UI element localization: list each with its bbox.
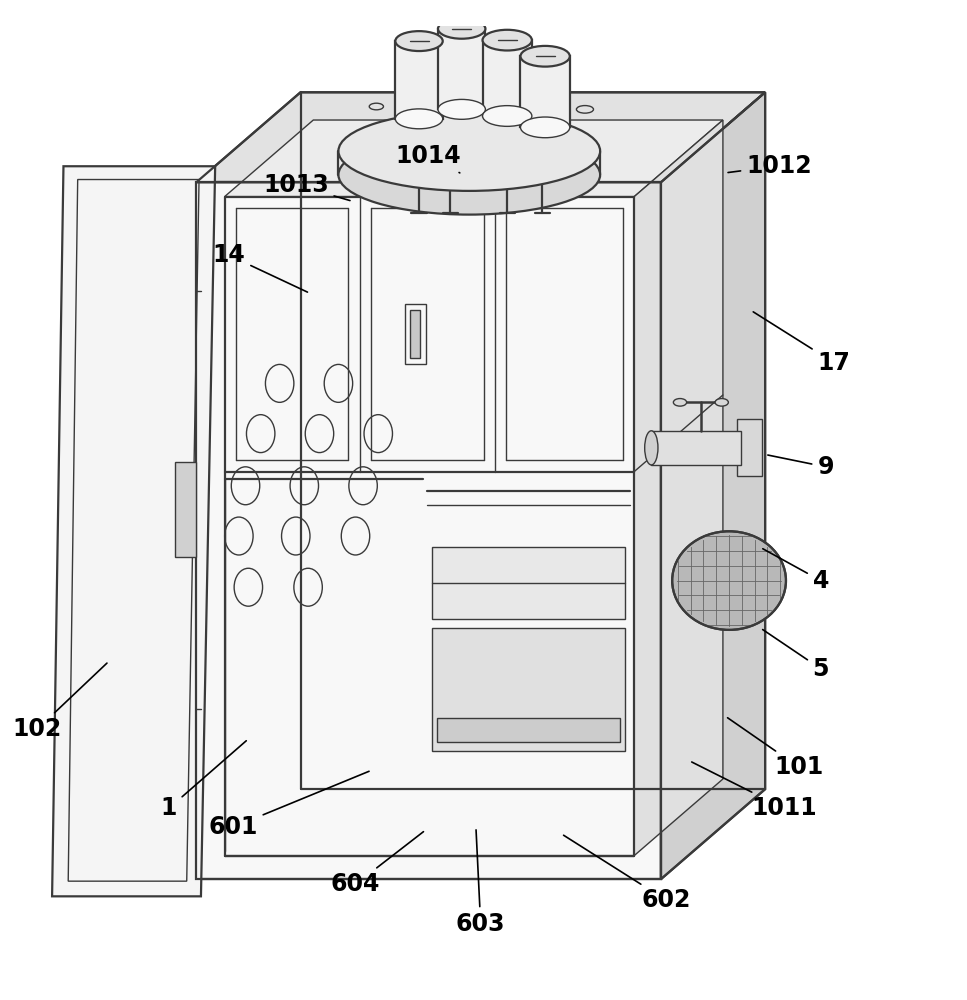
Bar [483,40,532,116]
Text: 1: 1 [161,741,247,820]
Bar [175,462,196,557]
Bar [396,41,443,119]
Text: 1011: 1011 [691,762,816,820]
Ellipse shape [715,399,728,406]
Text: 9: 9 [768,455,834,479]
Ellipse shape [483,30,532,50]
Text: 101: 101 [727,718,824,779]
Text: 602: 602 [564,835,691,912]
Polygon shape [634,120,723,856]
Ellipse shape [520,46,570,67]
Bar [520,56,570,127]
Ellipse shape [520,117,570,138]
Text: 17: 17 [753,312,850,375]
Ellipse shape [338,135,601,215]
Polygon shape [196,182,660,879]
Polygon shape [652,431,742,465]
Bar [432,547,625,619]
Bar [404,304,425,364]
Text: 1013: 1013 [263,173,350,201]
Text: 102: 102 [13,663,107,741]
Ellipse shape [396,31,443,51]
Ellipse shape [645,431,658,465]
Text: 4: 4 [763,549,829,593]
Bar [438,29,485,109]
Polygon shape [660,92,765,879]
Ellipse shape [396,109,443,129]
Text: 604: 604 [331,832,424,896]
Text: 1014: 1014 [396,144,461,173]
Bar [410,310,420,358]
Text: 5: 5 [763,630,829,681]
Text: 1012: 1012 [728,154,811,178]
Polygon shape [224,120,723,197]
Text: 603: 603 [455,830,506,936]
Ellipse shape [338,111,601,191]
Text: 14: 14 [213,243,308,292]
Bar [432,628,625,751]
Polygon shape [737,419,762,476]
Ellipse shape [438,99,485,119]
Ellipse shape [438,19,485,39]
Ellipse shape [673,399,687,406]
Ellipse shape [672,531,786,630]
Ellipse shape [483,106,532,126]
Text: 601: 601 [209,771,369,839]
Polygon shape [52,166,216,896]
Bar [437,718,620,742]
Polygon shape [196,92,765,182]
